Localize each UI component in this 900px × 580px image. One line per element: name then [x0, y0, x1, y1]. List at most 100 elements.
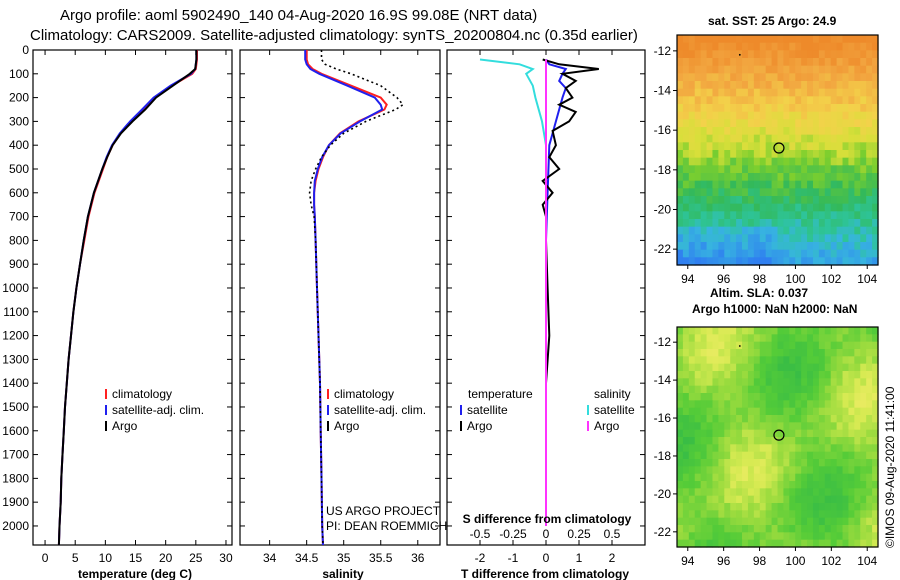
sst_map-cell — [718, 203, 725, 212]
sst_map-cell — [706, 180, 714, 189]
sla_map-cell — [807, 341, 814, 350]
sla_map-cell — [765, 539, 773, 548]
sla_map-cell — [724, 437, 731, 445]
sla_map-cell — [718, 451, 725, 460]
sla_map-cell — [730, 539, 737, 548]
sla_map-cell — [848, 488, 855, 497]
sst_map-cell — [682, 203, 690, 212]
sla_map-cell — [824, 429, 832, 438]
sla_map-cell — [730, 473, 737, 482]
sla_map-cell — [807, 385, 814, 394]
sst_map-cell — [753, 104, 761, 113]
sla_map-cell — [724, 495, 731, 504]
sst_map-cell — [824, 42, 832, 51]
sst_map-cell — [747, 104, 755, 113]
sla_map-cell — [730, 503, 737, 511]
sst_map-cell — [872, 226, 879, 235]
sla_map-cell — [854, 341, 861, 350]
sla_map-cell — [789, 363, 796, 372]
sla_map-cell — [742, 378, 749, 387]
sst_map-cell — [789, 196, 796, 205]
sla_map-cell — [688, 334, 696, 343]
sla_map-cell — [818, 385, 826, 394]
sst_map-cell — [807, 50, 814, 59]
sla_map-cell — [712, 356, 719, 365]
sst_map-cell — [801, 150, 808, 159]
sst_map-cell — [777, 119, 785, 128]
sst_map-cell — [753, 257, 761, 266]
sla_map-cell — [795, 371, 802, 379]
sst_map-cell — [807, 65, 814, 74]
sla_map-cell — [842, 532, 850, 541]
difference-xlabel: T difference from climatology — [461, 567, 629, 580]
sst_map-cell — [753, 65, 761, 74]
sst_map-cell — [742, 50, 749, 59]
sst_map-cell — [830, 88, 838, 97]
sst_map-cell — [848, 134, 855, 143]
sla_map-cell — [812, 356, 820, 365]
sst_map-cell — [872, 249, 879, 258]
sst_map-cell — [724, 211, 731, 220]
pi-annotation: PI: DEAN ROEMMICH — [326, 519, 447, 533]
sla_map-cell — [682, 503, 690, 511]
salinity-xtick-label: 34.5 — [295, 551, 319, 565]
sst_map-cell — [730, 127, 737, 136]
sla_map-cell — [742, 510, 749, 519]
sla_map-cell — [759, 393, 767, 401]
sla_map-cell — [801, 466, 808, 475]
sst_map-cell — [677, 134, 684, 143]
sla_map-cell — [807, 400, 814, 409]
sla_map-cell — [688, 385, 696, 394]
sla_map-cell — [860, 334, 867, 343]
sst_map-cell — [836, 219, 844, 228]
sla_map-cell — [742, 415, 749, 423]
sla_map-cell — [789, 415, 796, 423]
sst_map-cell — [866, 203, 873, 212]
sst_map-cell — [789, 249, 796, 258]
sst_map-cell — [712, 58, 719, 67]
sst_map-cell — [818, 203, 826, 212]
sst_map-cell — [777, 42, 785, 51]
sla_map-cell — [718, 393, 725, 401]
sst_map-cell — [795, 134, 802, 143]
sla_map-cell — [759, 510, 767, 519]
sst_map-cell — [712, 73, 719, 82]
sla_map-cell — [824, 437, 832, 445]
sst_map-cell — [724, 234, 731, 243]
sla_map-cell — [830, 341, 838, 350]
sst_map-lon-label: 102 — [821, 272, 841, 286]
sla_map-cell — [872, 334, 879, 343]
sla_map-cell — [759, 481, 767, 489]
sst_map-cell — [824, 81, 832, 90]
sst_map-cell — [830, 257, 838, 266]
sst_map-cell — [765, 142, 773, 151]
sst_map-cell — [854, 104, 861, 113]
sla_map-cell — [824, 517, 832, 526]
sst_map-cell — [807, 196, 814, 205]
sst_map-cell — [765, 104, 773, 113]
sst_map-cell — [706, 242, 714, 251]
sla_map-cell — [730, 451, 737, 460]
sla_map-cell — [700, 495, 708, 504]
sst_map-lon-label: 104 — [857, 272, 877, 286]
sla_map-cell — [807, 444, 814, 453]
sla_map-cell — [718, 466, 725, 475]
sla_map-cell — [759, 525, 767, 533]
sst_map-cell — [854, 111, 861, 120]
sla_map-cell — [830, 415, 838, 423]
sla_map-cell — [677, 451, 684, 460]
sla_map-cell — [753, 525, 761, 533]
sst_map-cell — [830, 96, 838, 105]
sla_map-cell — [742, 481, 749, 489]
sst_map-cell — [789, 180, 796, 189]
sla_map-cell — [860, 341, 867, 350]
sst_map-cell — [795, 219, 802, 228]
sst_map-cell — [777, 142, 785, 151]
sla_map-cell — [795, 466, 802, 475]
sla_map-cell — [777, 437, 785, 445]
sst_map-cell — [801, 65, 808, 74]
sla_map-cell — [700, 525, 708, 533]
sla_map-cell — [677, 481, 684, 489]
sst_map-cell — [688, 111, 696, 120]
sla_map-cell — [872, 444, 879, 453]
